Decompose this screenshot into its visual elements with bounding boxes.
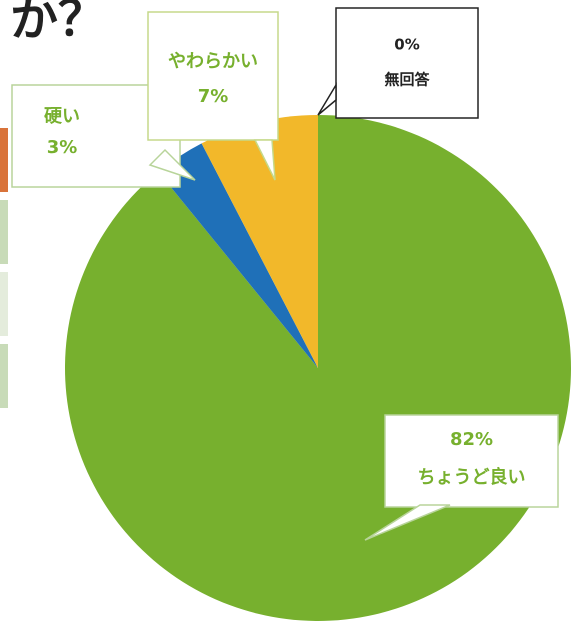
value-label: 3% [47,137,78,158]
value-label: 82% [450,429,493,450]
callout-tail [148,148,196,181]
callout-tail [317,82,337,116]
chart-title: か？ [10,0,106,47]
category-label: 無回答 [384,71,430,89]
labels: 82% ちょうど良い 硬い 3% やわらかい 7% 0% 無回答 [11,7,559,541]
legend-swatch [0,128,8,192]
callout-tail [364,504,451,541]
category-label: ちょうど良い [418,466,526,488]
pie-slice [158,143,318,368]
callout-box [384,414,559,508]
category-label: 硬い [44,106,80,127]
value-label: 0% [394,36,419,54]
pie [65,115,571,621]
legend-swatch [0,344,8,408]
callout-tail [253,139,276,181]
callout-box [335,7,479,119]
value-label: 7% [198,86,229,107]
callout-box [147,11,279,141]
legend-swatch [0,200,8,264]
category-label: やわらかい [168,51,258,72]
legend-swatch [0,272,8,336]
pie-slice [201,115,318,368]
